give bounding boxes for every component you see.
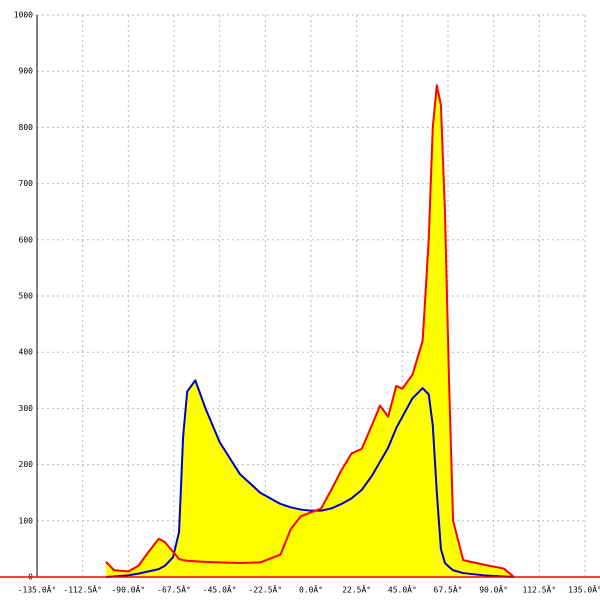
- y-tick-label: 400: [19, 348, 34, 357]
- x-tick-label: 67.5Â°: [434, 584, 463, 595]
- y-tick-label: 600: [19, 235, 34, 244]
- x-tick-label: 112.5Â°: [522, 584, 556, 595]
- y-tick-label: 500: [19, 292, 34, 301]
- x-tick-label: 22.5Â°: [342, 584, 371, 595]
- y-tick-label: 900: [19, 67, 34, 76]
- y-tick-label: 100: [19, 516, 34, 525]
- x-tick-label: -135.0Â°: [18, 584, 57, 595]
- x-tick-label: -45.0Â°: [203, 584, 237, 595]
- x-tick-label: 90.0Â°: [479, 584, 508, 595]
- area-fill: [106, 380, 514, 577]
- x-tick-label: 45.0Â°: [388, 584, 417, 595]
- x-tick-label: -90.0Â°: [111, 584, 145, 595]
- x-tick-label: -22.5Â°: [248, 584, 282, 595]
- series-line: [105, 379, 515, 578]
- x-tick-label: 135.0Â°: [568, 584, 600, 595]
- x-tick-label: 0.0Â°: [299, 584, 323, 595]
- y-tick-label: 300: [19, 404, 34, 413]
- series-line: [105, 84, 515, 578]
- x-tick-label: -67.5Â°: [157, 584, 191, 595]
- y-tick-label: 800: [19, 123, 34, 132]
- x-tick-label: -112.5Â°: [63, 584, 102, 595]
- y-tick-label: 200: [19, 460, 34, 469]
- y-tick-label: 1000: [14, 11, 33, 20]
- y-tick-label: 700: [19, 179, 34, 188]
